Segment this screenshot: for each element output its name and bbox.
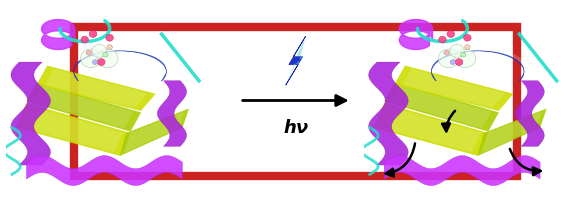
FancyArrowPatch shape [385,143,415,177]
Polygon shape [44,69,148,108]
Polygon shape [482,112,542,152]
Polygon shape [374,103,488,156]
Circle shape [450,60,455,64]
Circle shape [464,45,470,50]
Polygon shape [384,83,499,131]
Polygon shape [286,36,306,85]
Polygon shape [34,86,133,128]
Polygon shape [470,48,526,74]
FancyArrowPatch shape [442,111,455,131]
Polygon shape [125,112,184,152]
Circle shape [81,49,102,68]
Circle shape [98,59,105,65]
Polygon shape [11,62,50,165]
Circle shape [439,36,446,43]
Circle shape [447,31,455,37]
Polygon shape [432,51,524,81]
Polygon shape [158,81,186,146]
Polygon shape [113,48,168,74]
Polygon shape [369,62,408,165]
Circle shape [103,52,108,57]
Circle shape [455,59,463,65]
Polygon shape [515,81,544,146]
Polygon shape [74,51,166,81]
Polygon shape [392,86,491,128]
Circle shape [107,45,113,50]
Circle shape [460,52,466,57]
Polygon shape [24,107,123,152]
Circle shape [86,50,92,55]
Polygon shape [402,69,505,108]
Circle shape [92,60,98,64]
Circle shape [449,44,464,57]
Circle shape [106,34,113,41]
FancyArrowPatch shape [510,149,541,175]
Polygon shape [384,156,540,185]
Polygon shape [381,107,481,152]
Circle shape [464,34,471,41]
Circle shape [92,44,107,57]
Polygon shape [286,36,306,85]
Polygon shape [27,83,141,131]
Circle shape [81,36,88,43]
Polygon shape [16,103,130,156]
Polygon shape [37,66,155,111]
Polygon shape [120,109,189,156]
Polygon shape [395,66,513,111]
Circle shape [444,50,449,55]
Circle shape [89,31,97,37]
Polygon shape [478,109,546,156]
Circle shape [455,49,475,68]
Circle shape [97,49,118,68]
Circle shape [439,49,459,68]
Text: hν: hν [283,119,308,137]
Polygon shape [27,156,182,185]
